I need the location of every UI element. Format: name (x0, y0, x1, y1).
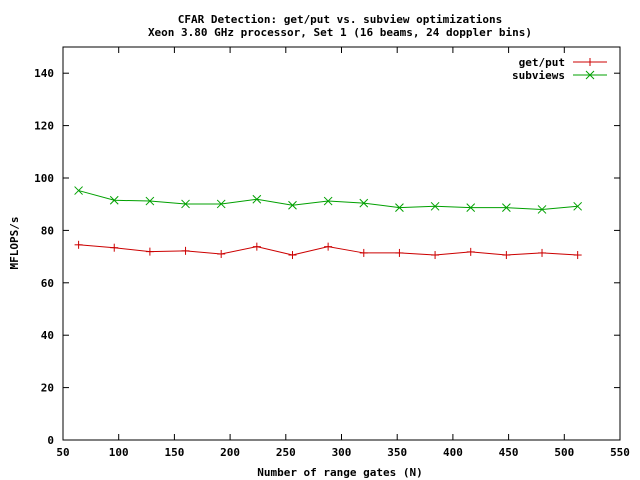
data-point (288, 200, 297, 210)
data-point (395, 203, 404, 212)
data-point (217, 249, 226, 258)
y-tick-label: 100 (34, 172, 54, 185)
legend-label: subviews (512, 69, 565, 82)
y-tick-label: 40 (41, 329, 54, 342)
series-layer (74, 186, 583, 260)
data-point (573, 251, 582, 260)
x-tick-label: 550 (610, 446, 630, 459)
data-point (288, 251, 297, 260)
data-point (430, 201, 440, 211)
data-point (252, 194, 262, 204)
data-point (324, 242, 333, 251)
data-point (466, 247, 475, 256)
data-point (145, 196, 155, 206)
legend-label: get/put (519, 56, 565, 69)
data-point (431, 251, 440, 260)
x-tick-label: 200 (220, 446, 240, 459)
y-tick-label: 60 (41, 277, 54, 290)
data-point (466, 203, 476, 212)
data-point (74, 240, 83, 249)
chart-title: CFAR Detection: get/put vs. subview opti… (178, 13, 503, 26)
chart-subtitle: Xeon 3.80 GHz processor, Set 1 (16 beams… (148, 26, 532, 39)
legend-marker (585, 70, 595, 80)
data-point (502, 203, 511, 212)
x-tick-label: 450 (499, 446, 519, 459)
x-tick-label: 350 (387, 446, 407, 459)
plot-area (62, 46, 621, 441)
axes: 50 100 150 200 250 300 350 400 450 500 550 0 20 40 60 8… (34, 47, 630, 459)
x-tick-label: 400 (443, 446, 463, 459)
y-tick-label: 20 (41, 382, 54, 395)
x-tick-label: 300 (332, 446, 352, 459)
x-tick-label: 100 (109, 446, 129, 459)
y-tick-label: 80 (41, 224, 54, 237)
y-axis-label: MFLOPS/s (8, 217, 21, 270)
data-point (502, 251, 511, 260)
data-point (145, 247, 154, 256)
x-tick-label: 150 (164, 446, 184, 459)
y-tick-label: 120 (34, 120, 54, 133)
data-point (323, 196, 333, 206)
data-point (359, 248, 368, 257)
data-point (359, 198, 369, 208)
data-point (74, 186, 83, 195)
y-tick-label: 140 (34, 67, 54, 80)
data-point (252, 242, 261, 251)
series-line-2 (78, 190, 578, 210)
data-point (573, 201, 583, 211)
data-point (538, 248, 547, 257)
x-tick-label: 250 (276, 446, 296, 459)
data-point (537, 205, 547, 214)
legend-marker (586, 58, 594, 66)
x-tick-label: 500 (554, 446, 574, 459)
data-point (181, 199, 190, 209)
y-tick-label: 0 (47, 434, 54, 447)
data-point (216, 199, 226, 209)
x-axis-label: Number of range gates (N) (257, 466, 423, 479)
data-point (181, 246, 190, 255)
x-tick-label: 50 (56, 446, 69, 459)
data-point (109, 195, 119, 205)
data-point (395, 248, 404, 257)
data-point (110, 243, 119, 252)
